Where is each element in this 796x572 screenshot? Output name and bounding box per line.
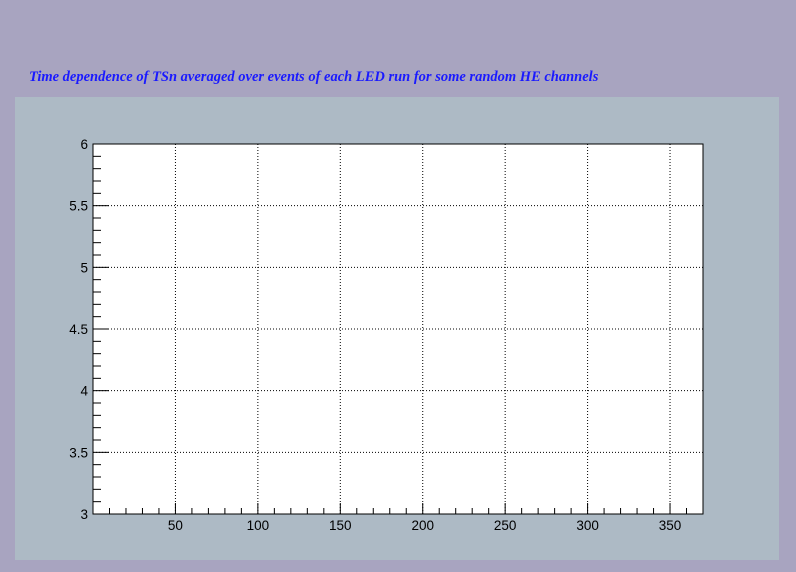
y-tick-label: 5.5 (69, 199, 88, 214)
y-tick-label: 3 (80, 507, 88, 522)
x-tick-label: 200 (411, 518, 434, 533)
x-tick-label: 150 (329, 518, 352, 533)
tick-labels: 50 100 150 200 250 300 350 3 3.5 4 4.5 5 5.5 6 (69, 137, 681, 533)
y-tick-label: 5 (80, 260, 88, 275)
plot-frame-border (92, 143, 704, 515)
plot-frame (93, 144, 703, 514)
y-tick-label: 6 (80, 137, 88, 152)
y-tick-label: 4.5 (69, 322, 88, 337)
x-tick-label: 300 (576, 518, 599, 533)
x-tick-label: 100 (247, 518, 270, 533)
y-tick-label: 3.5 (69, 445, 88, 460)
x-tick-label: 350 (659, 518, 682, 533)
y-tick-label: 4 (80, 384, 88, 399)
x-tick-label: 50 (168, 518, 183, 533)
x-tick-label: 250 (494, 518, 517, 533)
chart-title: Time dependence of TSn averaged over eve… (29, 69, 599, 85)
